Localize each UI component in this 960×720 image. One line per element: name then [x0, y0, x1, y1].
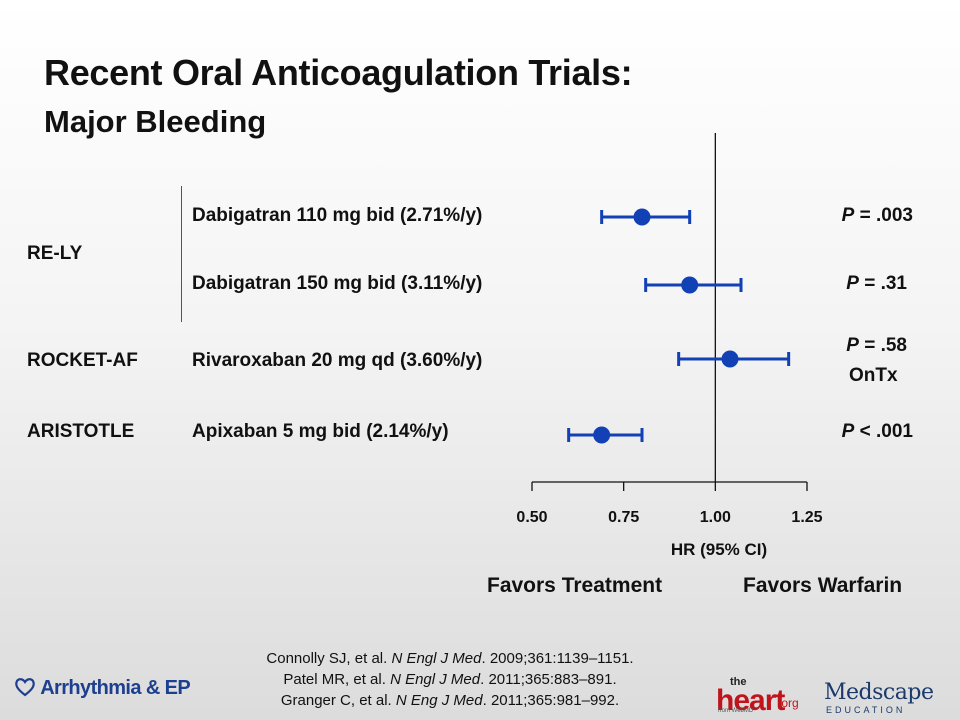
x-tick-label: 0.50 [516, 509, 547, 526]
x-tick-label: 1.00 [700, 509, 731, 526]
hr-point [633, 208, 651, 226]
citation-connolly: Connolly SJ, et al. N Engl J Med. 2009;3… [266, 650, 634, 667]
slide-subtitle: Major Bleeding [44, 104, 267, 139]
p-value-note-ontx: OnTx [849, 365, 898, 386]
slide-title: Recent Oral Anticoagulation Trials: [44, 52, 633, 93]
treatment-label-rivaroxaban: Rivaroxaban 20 mg qd (3.60%/y) [192, 350, 483, 371]
trial-label-aristotle: ARISTOTLE [27, 421, 135, 442]
treatment-label-dabigatran-110: Dabigatran 110 mg bid (2.71%/y) [192, 205, 483, 226]
hr-point [721, 350, 739, 368]
p-value-rivaroxaban: P = .58 [846, 335, 907, 356]
theheart-logo: the heart .org from WebMD [716, 676, 799, 717]
hr-point [593, 426, 611, 444]
p-value-dabigatran-150: P = .31 [846, 273, 907, 294]
favors-treatment-label: Favors Treatment [487, 574, 663, 597]
medscape-education-logo: Medscape EDUCATION [824, 680, 934, 715]
x-tick-label: 0.75 [608, 509, 639, 526]
p-value-dabigatran-110: P = .003 [841, 205, 913, 226]
treatment-label-dabigatran-150: Dabigatran 150 mg bid (3.11%/y) [192, 273, 483, 294]
citation-granger: Granger C, et al. N Eng J Med. 2011;365:… [280, 692, 620, 709]
hr-point [681, 276, 699, 294]
trial-label-rocket-af: ROCKET-AF [27, 350, 138, 371]
trial-label-rely: RE-LY [27, 243, 83, 264]
x-tick-label: 1.25 [791, 509, 822, 526]
heart-wave-icon [15, 678, 35, 697]
favors-warfarin-label: Favors Warfarin [743, 574, 903, 597]
arrhythmia-ep-logo: Arrhythmia & EP [14, 676, 191, 700]
citation-patel: Patel MR, et al. N Engl J Med. 2011;365:… [283, 671, 617, 688]
p-value-apixaban: P < .001 [841, 421, 913, 442]
x-axis-title: HR (95% CI) [671, 540, 767, 559]
rely-bracket-line [181, 186, 182, 322]
treatment-label-apixaban: Apixaban 5 mg bid (2.14%/y) [192, 421, 449, 442]
